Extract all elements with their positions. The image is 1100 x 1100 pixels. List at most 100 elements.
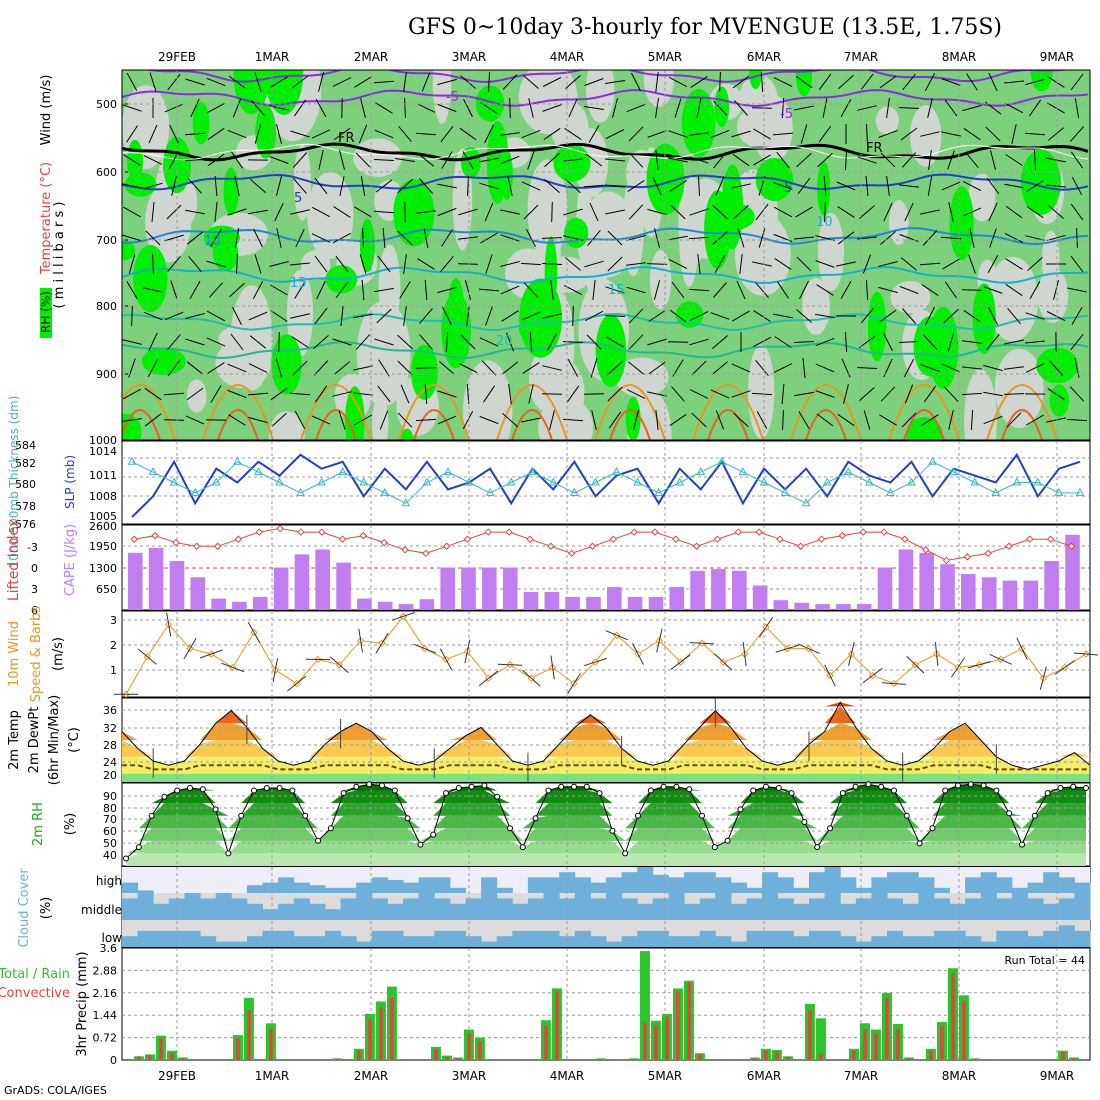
pressure-tick-label: 600 [96, 166, 117, 179]
cape-bar [211, 599, 226, 610]
rh-point [444, 791, 449, 796]
rh-point [290, 788, 295, 793]
rh-point [533, 816, 538, 821]
cloud-cell [294, 936, 310, 947]
cloud-cell [309, 936, 325, 947]
rh-point [789, 791, 794, 796]
cape-bar [794, 603, 809, 610]
precip-convective-bar [390, 998, 393, 1060]
cape-bar [253, 597, 268, 610]
precip-tick-label: 3.6 [100, 942, 118, 955]
date-label-top: 3MAR [452, 50, 487, 64]
cape-tick-label: 1300 [89, 562, 117, 575]
cape-bar [274, 568, 289, 611]
rh-point [277, 786, 282, 791]
cloud-cell [934, 888, 950, 893]
cloud-axis-label: Cloud Cover [17, 868, 32, 948]
rh-point [469, 784, 474, 789]
cloud-cell [778, 877, 794, 893]
cloud-cell [918, 877, 934, 893]
cloud-cell [341, 936, 357, 947]
temp-axis-label-c: (6hr Min/Max) [47, 695, 62, 785]
cape-bar [461, 568, 476, 611]
cape-bar [1024, 581, 1039, 610]
cloud-cell [715, 936, 731, 947]
precip-convective-bar [808, 1010, 811, 1060]
rh-point [1071, 784, 1076, 789]
precip-convective-bar [434, 1049, 437, 1060]
rh-point [264, 786, 269, 791]
cape-bar [774, 600, 789, 610]
slp-tick-label: 1011 [89, 469, 117, 482]
cape-bar [524, 592, 539, 610]
cloud-cell [700, 898, 716, 920]
contour-label: 5 [784, 181, 792, 196]
pressure-axis-label: ( m i l l i b a r s ) [52, 202, 67, 309]
wind-frame [122, 611, 1090, 697]
cloud-cell [200, 936, 216, 947]
cape-bar [295, 554, 310, 610]
rh-point [828, 826, 833, 831]
lifted-tick-label: 0 [31, 562, 38, 575]
cloud-cell [825, 867, 841, 893]
contour-label: 10 [204, 234, 221, 249]
rh-point [840, 791, 845, 796]
cloud-cell [653, 898, 669, 920]
rh-low-area [650, 250, 671, 309]
cape-bar [440, 568, 455, 611]
date-label-top: 29FEB [158, 50, 196, 64]
cloud-cell [263, 909, 279, 920]
cloud-cell [294, 883, 310, 893]
cloud-cell [497, 888, 513, 893]
temperature-2m-panel: 36322824202m Temp 2m DewPt (6hr Min/Max) (°… [7, 695, 1090, 785]
rh-point [866, 782, 871, 787]
cape-bar [878, 568, 893, 611]
precip-convective-bar [137, 1056, 140, 1060]
cloud-cell [981, 942, 997, 947]
rh-point [328, 826, 333, 831]
cloud-cell [840, 936, 856, 947]
cloud-cell [965, 898, 981, 920]
rh-point [316, 838, 321, 843]
cloud-cell [216, 942, 232, 947]
cloud-cell [497, 898, 513, 920]
rh-point [405, 816, 410, 821]
rh-axis-label: RH (%) [39, 291, 53, 333]
cloud-cell [700, 872, 716, 893]
wind-tick-label: 1 [110, 664, 117, 677]
contour-label: -5 [446, 90, 459, 105]
cloud-cell [622, 936, 638, 947]
cloud-cell [887, 931, 903, 947]
precip-convective-bar [247, 1010, 250, 1060]
footer-credit: GrADS: COLA/IGES [4, 1084, 107, 1097]
cloud-cell [263, 883, 279, 893]
cloud-cell [419, 877, 435, 893]
precip-total-bar [816, 1018, 826, 1060]
cloud-cell [793, 888, 809, 893]
cloud-cell [528, 931, 544, 947]
rh-high-area [554, 144, 591, 181]
rh-point [1045, 791, 1050, 796]
cloud-cell [606, 942, 622, 947]
run-total-label: Run Total = 44 [1005, 954, 1086, 967]
precip-convective-bar [159, 1038, 162, 1060]
date-label-top: 2MAR [354, 50, 389, 64]
cloud-cell [309, 904, 325, 920]
cloud-cell [809, 872, 825, 893]
rh-point [431, 832, 436, 837]
cloud-cell [231, 942, 247, 947]
cloud-cell [653, 931, 669, 947]
precip-convective-bar [753, 1058, 756, 1060]
cloud-cell [247, 936, 263, 947]
date-label-bottom: 6MAR [747, 1069, 782, 1083]
cape-tick-label: 2600 [89, 520, 117, 533]
rh-point [904, 813, 909, 818]
rh-low-area [540, 372, 575, 407]
date-label-top: 5MAR [648, 50, 683, 64]
cloud-cell [840, 904, 856, 920]
cloud-cell [700, 931, 716, 947]
wind-barb [752, 108, 772, 109]
rh-tick-label: 40 [103, 849, 117, 862]
wind-axis-label: Wind (m/s) [39, 75, 54, 146]
cloud-cell [590, 898, 606, 920]
